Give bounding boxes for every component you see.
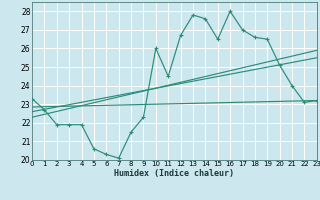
- X-axis label: Humidex (Indice chaleur): Humidex (Indice chaleur): [115, 169, 234, 178]
